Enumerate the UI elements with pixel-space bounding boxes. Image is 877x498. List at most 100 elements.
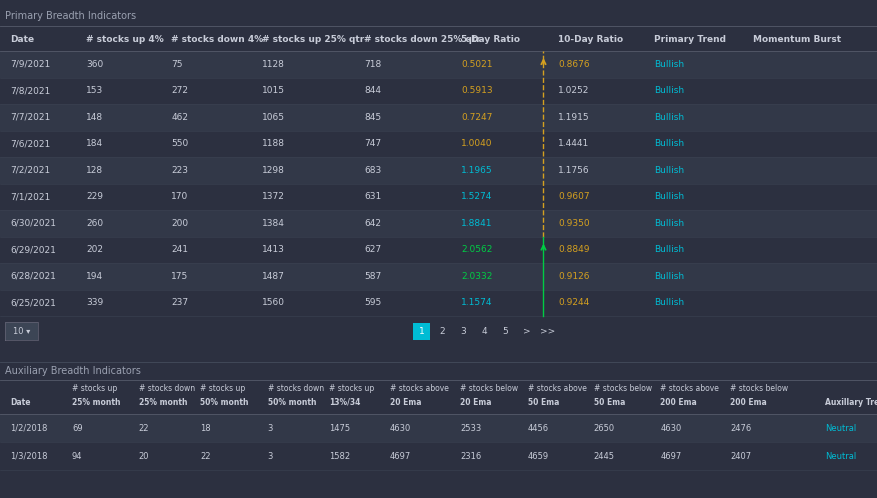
Text: 6/30/2021: 6/30/2021 bbox=[11, 219, 56, 228]
Text: 1/2/2018: 1/2/2018 bbox=[11, 423, 48, 432]
Text: 10 ▾: 10 ▾ bbox=[13, 327, 30, 336]
Text: 1.0040: 1.0040 bbox=[460, 139, 492, 148]
Text: # stocks up: # stocks up bbox=[72, 383, 118, 392]
Text: # stocks below: # stocks below bbox=[730, 383, 788, 392]
Text: Bullish: Bullish bbox=[653, 272, 683, 281]
Bar bbox=[0, 210, 877, 237]
Text: 20: 20 bbox=[139, 452, 149, 461]
Text: Bullish: Bullish bbox=[653, 166, 683, 175]
Text: 1.1965: 1.1965 bbox=[460, 166, 492, 175]
Text: 7/6/2021: 7/6/2021 bbox=[11, 139, 51, 148]
Text: 153: 153 bbox=[86, 86, 103, 95]
Text: 3: 3 bbox=[267, 452, 273, 461]
Text: 1384: 1384 bbox=[261, 219, 284, 228]
Text: 5: 5 bbox=[502, 327, 508, 336]
Text: 200 Ema: 200 Ema bbox=[730, 397, 766, 406]
Text: 128: 128 bbox=[86, 166, 103, 175]
Text: 845: 845 bbox=[364, 113, 381, 122]
Text: # stocks below: # stocks below bbox=[593, 383, 651, 392]
Text: 2: 2 bbox=[439, 327, 445, 336]
Text: # stocks up 4%: # stocks up 4% bbox=[86, 34, 164, 43]
Text: 339: 339 bbox=[86, 298, 103, 307]
Text: # stocks up 25% qtr: # stocks up 25% qtr bbox=[261, 34, 363, 43]
Text: 6/25/2021: 6/25/2021 bbox=[11, 298, 56, 307]
Text: 683: 683 bbox=[364, 166, 381, 175]
Text: 747: 747 bbox=[364, 139, 381, 148]
Text: 50% month: 50% month bbox=[200, 397, 248, 406]
Text: 50% month: 50% month bbox=[267, 397, 316, 406]
Text: 170: 170 bbox=[171, 192, 189, 201]
Text: 1015: 1015 bbox=[261, 86, 284, 95]
Text: 4659: 4659 bbox=[527, 452, 548, 461]
Text: 0.5913: 0.5913 bbox=[460, 86, 492, 95]
Text: 642: 642 bbox=[364, 219, 381, 228]
Text: 2.0562: 2.0562 bbox=[460, 245, 492, 254]
Text: Neutral: Neutral bbox=[824, 452, 856, 461]
Text: 1560: 1560 bbox=[261, 298, 284, 307]
Text: 2316: 2316 bbox=[460, 452, 481, 461]
Text: 1413: 1413 bbox=[261, 245, 284, 254]
Bar bbox=[0, 104, 877, 130]
Text: >: > bbox=[522, 327, 530, 336]
Text: 22: 22 bbox=[200, 452, 210, 461]
Text: # stocks below: # stocks below bbox=[460, 383, 517, 392]
Text: 4456: 4456 bbox=[527, 423, 548, 432]
Text: 6/28/2021: 6/28/2021 bbox=[11, 272, 56, 281]
Text: 360: 360 bbox=[86, 60, 103, 69]
Text: 1: 1 bbox=[418, 327, 424, 336]
Text: 7/9/2021: 7/9/2021 bbox=[11, 60, 51, 69]
Bar bbox=[0, 183, 877, 210]
Text: 2.0332: 2.0332 bbox=[460, 272, 492, 281]
Text: Auxiliary Breadth Indicators: Auxiliary Breadth Indicators bbox=[5, 366, 140, 376]
Text: 631: 631 bbox=[364, 192, 381, 201]
Text: # stocks up: # stocks up bbox=[200, 383, 246, 392]
Text: 550: 550 bbox=[171, 139, 189, 148]
Text: 20 Ema: 20 Ema bbox=[389, 397, 421, 406]
Bar bbox=[0, 78, 877, 104]
Text: Date: Date bbox=[11, 397, 31, 406]
Text: 718: 718 bbox=[364, 60, 381, 69]
Text: 1372: 1372 bbox=[261, 192, 284, 201]
Text: 69: 69 bbox=[72, 423, 82, 432]
Text: 844: 844 bbox=[364, 86, 381, 95]
Text: Bullish: Bullish bbox=[653, 192, 683, 201]
Text: 4697: 4697 bbox=[389, 452, 410, 461]
Text: 1128: 1128 bbox=[261, 60, 284, 69]
Text: 1.1574: 1.1574 bbox=[460, 298, 492, 307]
Text: 0.9607: 0.9607 bbox=[558, 192, 589, 201]
Text: Momentum Burst: Momentum Burst bbox=[752, 34, 840, 43]
Text: 0.9126: 0.9126 bbox=[558, 272, 589, 281]
Text: 1.5274: 1.5274 bbox=[460, 192, 492, 201]
Bar bbox=[0, 289, 877, 316]
Text: Bullish: Bullish bbox=[653, 86, 683, 95]
Text: 2533: 2533 bbox=[460, 423, 481, 432]
Text: Bullish: Bullish bbox=[653, 298, 683, 307]
Text: 3: 3 bbox=[267, 423, 273, 432]
Text: 237: 237 bbox=[171, 298, 189, 307]
Text: # stocks down 4%: # stocks down 4% bbox=[171, 34, 263, 43]
Text: Primary Breadth Indicators: Primary Breadth Indicators bbox=[5, 11, 136, 21]
Bar bbox=[0, 382, 877, 414]
Text: 184: 184 bbox=[86, 139, 103, 148]
Text: 75: 75 bbox=[171, 60, 182, 69]
Bar bbox=[0, 27, 877, 51]
Text: 6/29/2021: 6/29/2021 bbox=[11, 245, 56, 254]
Bar bbox=[0, 414, 877, 442]
Bar bbox=[0, 442, 877, 470]
Text: Date: Date bbox=[11, 34, 34, 43]
Text: 1.1915: 1.1915 bbox=[558, 113, 589, 122]
Text: 194: 194 bbox=[86, 272, 103, 281]
Text: 272: 272 bbox=[171, 86, 188, 95]
Text: >>: >> bbox=[539, 327, 554, 336]
Text: Bullish: Bullish bbox=[653, 219, 683, 228]
Bar bbox=[0, 130, 877, 157]
Text: 0.9244: 0.9244 bbox=[558, 298, 589, 307]
Text: 0.5021: 0.5021 bbox=[460, 60, 492, 69]
Text: # stocks up: # stocks up bbox=[329, 383, 374, 392]
Text: 2650: 2650 bbox=[593, 423, 614, 432]
Text: 1582: 1582 bbox=[329, 452, 350, 461]
Text: # stocks down: # stocks down bbox=[267, 383, 324, 392]
Bar bbox=[0, 237, 877, 263]
Text: Primary Trend: Primary Trend bbox=[653, 34, 725, 43]
Text: 50 Ema: 50 Ema bbox=[593, 397, 624, 406]
